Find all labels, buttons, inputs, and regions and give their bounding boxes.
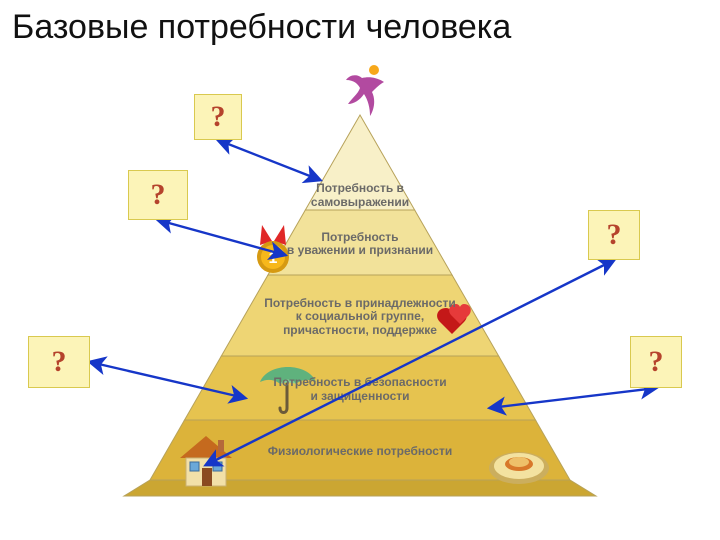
level-label-esteem: Потребностьв уважении и признании: [210, 231, 510, 259]
house-icon: [176, 432, 236, 490]
question-box-q5: ?: [630, 336, 682, 388]
page-title: Базовые потребности человека: [12, 8, 511, 47]
question-box-q3: ?: [588, 210, 640, 260]
level-label-safety: Потребность в безопасностии защищенности: [210, 376, 510, 404]
pyramid-svg: [0, 50, 720, 540]
level-label-belonging: Потребность в принадлежностик социальной…: [210, 297, 510, 338]
diagram-stage: 1 Потребность всамовыраженииПотребностьв…: [0, 50, 720, 540]
question-box-q2: ?: [128, 170, 188, 220]
level-label-self-actualization: Потребность всамовыражении: [210, 182, 510, 210]
figure-icon: [340, 64, 386, 118]
question-box-q4: ?: [28, 336, 90, 388]
level-label-physiological: Физиологические потребности: [210, 445, 510, 459]
question-box-q1: ?: [194, 94, 242, 140]
